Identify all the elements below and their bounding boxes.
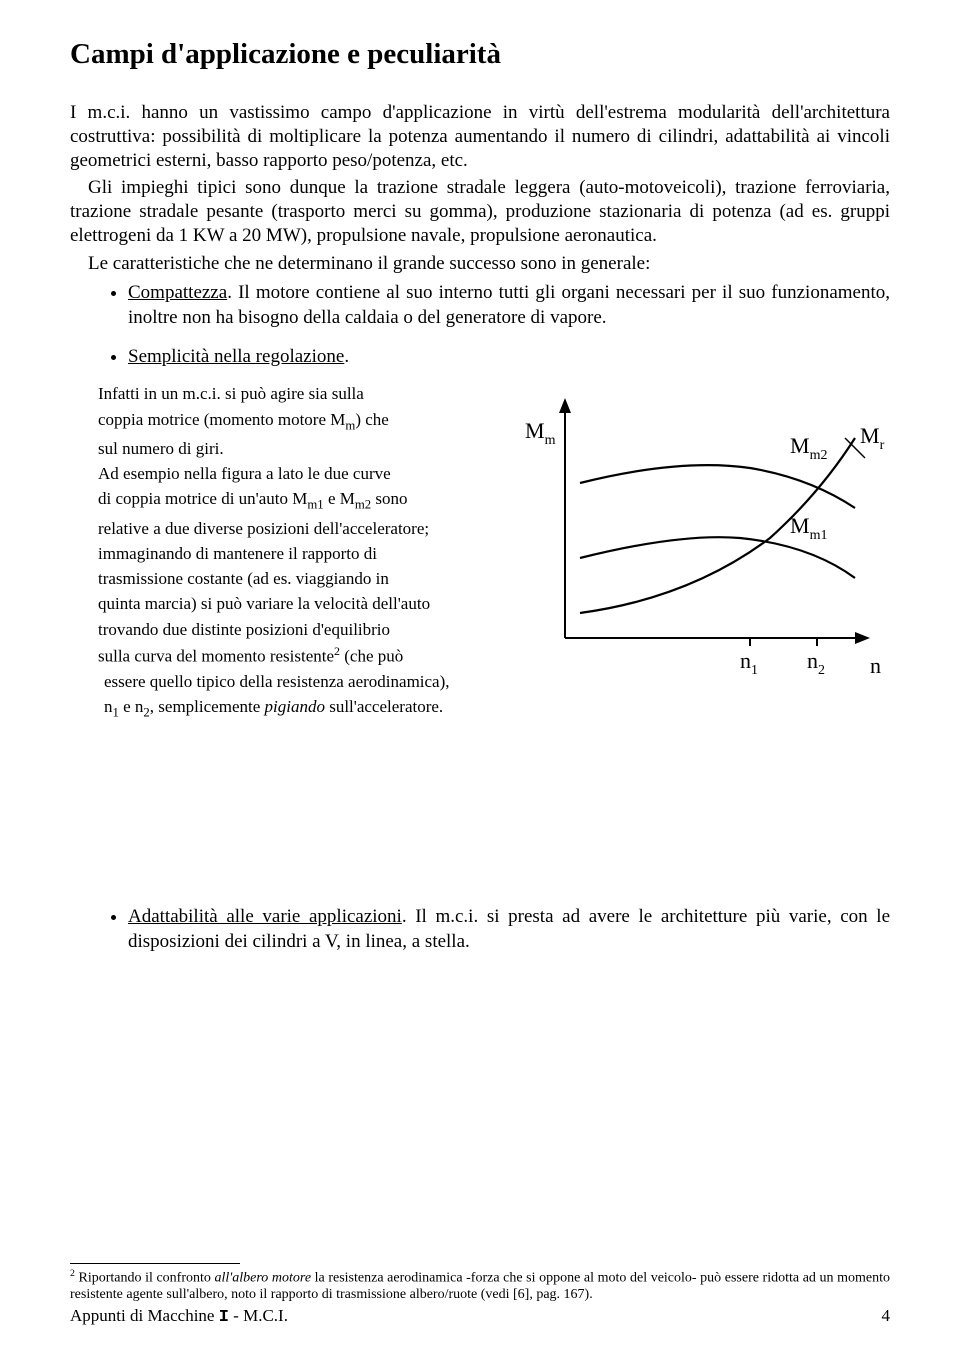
t: sulla curva del momento resistente	[98, 647, 334, 666]
page-heading: Campi d'applicazione e peculiarità	[70, 38, 890, 71]
features-list: Compattezza. Il motore contiene al suo i…	[70, 281, 890, 369]
t: di coppia motrice di un'auto M	[98, 489, 307, 508]
side-line: sulla curva del momento resistente2 (che…	[98, 644, 492, 667]
regulation-detail-row: Infatti in un m.c.i. si può agire sia su…	[70, 383, 890, 725]
t: , semplicemente	[150, 697, 265, 716]
t: m2	[355, 498, 371, 512]
side-line: quinta marcia) si può variare la velocit…	[98, 593, 492, 614]
footer-line: Appunti di Macchine I - M.C.I. 4	[70, 1306, 890, 1327]
t: e n	[119, 697, 144, 716]
t: sono	[371, 489, 407, 508]
svg-text:n2: n2	[807, 648, 825, 678]
t: sull'acceleratore.	[325, 697, 443, 716]
feature-regulation-punct: .	[344, 346, 349, 367]
t: n	[104, 697, 113, 716]
features-list-2: Adattabilità alle varie applicazioni. Il…	[70, 905, 890, 954]
t: all'albero motore	[215, 1270, 312, 1285]
page-number: 4	[882, 1306, 891, 1327]
t: (che può	[340, 647, 403, 666]
t: coppia motrice (momento motore M	[98, 410, 345, 429]
t: Appunti di Macchine	[70, 1306, 219, 1325]
svg-text:Mm: Mm	[525, 418, 556, 448]
t: m1	[307, 498, 323, 512]
feature-compactness: Compattezza. Il motore contiene al suo i…	[128, 281, 890, 330]
svg-text:Mr: Mr	[860, 423, 885, 453]
footnote-rule	[70, 1263, 240, 1264]
t: m	[345, 418, 355, 432]
intro-paragraph-1: I m.c.i. hanno un vastissimo campo d'app…	[70, 101, 890, 172]
feature-compactness-label: Compattezza	[128, 282, 227, 303]
feature-adaptability-label: Adattabilità alle varie applicazioni	[128, 906, 402, 927]
t: pigiando	[265, 697, 325, 716]
svg-text:Mm1: Mm1	[790, 513, 827, 543]
document-page: Campi d'applicazione e peculiarità I m.c…	[0, 0, 960, 1357]
side-line: Infatti in un m.c.i. si può agire sia su…	[98, 383, 492, 404]
feature-regulation: Semplicità nella regolazione.	[128, 345, 890, 370]
t: e M	[324, 489, 355, 508]
t: - M.C.I.	[229, 1306, 288, 1325]
feature-adaptability: Adattabilità alle varie applicazioni. Il…	[128, 905, 890, 954]
intro-paragraph-2: Gli impieghi tipici sono dunque la trazi…	[70, 176, 890, 247]
intro-paragraph-3: Le caratteristiche che ne determinano il…	[70, 252, 890, 276]
side-line: n1 e n2, semplicemente pigiando sull'acc…	[98, 696, 492, 721]
side-line: Ad esempio nella figura a lato le due cu…	[98, 463, 492, 484]
footer-left: Appunti di Macchine I - M.C.I.	[70, 1306, 288, 1327]
footnote-2: 2 Riportando il confronto all'albero mot…	[70, 1268, 890, 1304]
side-line: relative a due diverse posizioni dell'ac…	[98, 518, 492, 539]
torque-chart: Mm n n1 n2 Mm2 Mm1 Mr	[510, 383, 890, 693]
side-line: coppia motrice (momento motore Mm) che	[98, 409, 492, 434]
svg-text:n1: n1	[740, 648, 758, 678]
svg-text:Mm2: Mm2	[790, 433, 827, 463]
side-line: trasmissione costante (ad es. viaggiando…	[98, 568, 492, 589]
t: ) che	[355, 410, 389, 429]
svg-text:n: n	[870, 653, 881, 678]
side-line: essere quello tipico della resistenza ae…	[98, 671, 492, 692]
t: Riportando il confronto	[75, 1270, 215, 1285]
page-footer: 2 Riportando il confronto all'albero mot…	[70, 1263, 890, 1327]
side-line: trovando due distinte posizioni d'equili…	[98, 619, 492, 640]
side-line: sul numero di giri.	[98, 438, 492, 459]
side-line: di coppia motrice di un'auto Mm1 e Mm2 s…	[98, 488, 492, 513]
feature-regulation-label: Semplicità nella regolazione	[128, 346, 344, 367]
side-line: immaginando di mantenere il rapporto di	[98, 543, 492, 564]
feature-compactness-text: . Il motore contiene al suo interno tutt…	[128, 282, 890, 328]
torque-chart-svg: Mm n n1 n2 Mm2 Mm1 Mr	[510, 383, 890, 693]
regulation-side-text: Infatti in un m.c.i. si può agire sia su…	[70, 383, 492, 725]
t: I	[219, 1308, 229, 1327]
